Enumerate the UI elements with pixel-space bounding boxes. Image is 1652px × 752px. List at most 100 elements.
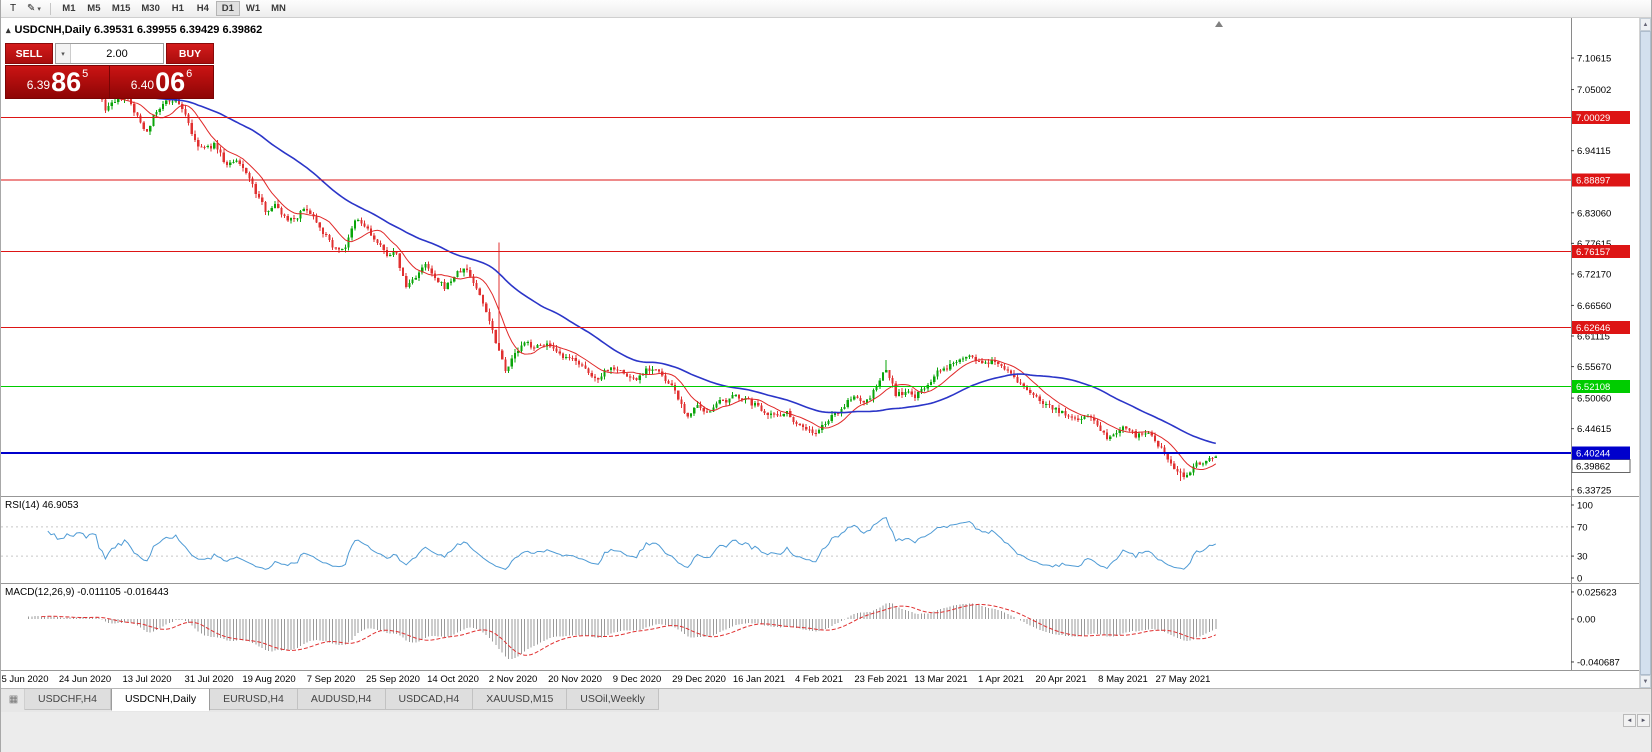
candle-body (1201, 463, 1205, 465)
chart-tab-audusd[interactable]: AUDUSD,H4 (297, 689, 386, 710)
candle-body (190, 123, 193, 134)
candle-body (398, 253, 401, 268)
candle-body (443, 282, 446, 289)
candle-body (1185, 475, 1189, 478)
price-tick-label: 6.55670 (1577, 362, 1611, 373)
vertical-scrollbar[interactable]: ▲ ▼ (1639, 18, 1651, 688)
sell-button[interactable]: SELL (5, 43, 53, 64)
timeframe-button-m1[interactable]: M1 (62, 3, 76, 14)
scroll-up-icon[interactable]: ▲ (1640, 18, 1651, 31)
timeframe-button-h4[interactable]: H4 (196, 3, 209, 14)
scrollbar-thumb[interactable] (1640, 31, 1651, 675)
candle-body (894, 383, 897, 397)
chart-canvas[interactable]: 7.10615 7.05002 6.94115 6.83060 6.77615 6.721… (1, 18, 1652, 688)
sell-price-figure: 6.39 (26, 78, 51, 92)
candle-body (481, 295, 485, 304)
candle-body (401, 267, 405, 276)
candle-body (219, 149, 222, 153)
candle-body (901, 392, 904, 396)
price-tick-label: 6.50060 (1577, 394, 1611, 405)
candle-body (254, 184, 257, 195)
candle-body (229, 162, 232, 165)
timeframe-button-mn[interactable]: MN (271, 3, 286, 14)
candle-body (321, 227, 325, 235)
date-label: 13 Mar 2021 (914, 674, 967, 685)
candle-body (667, 380, 670, 384)
candle-body (305, 208, 309, 211)
candle-body (891, 377, 894, 384)
timeframe-button-d1[interactable]: D1 (215, 1, 240, 16)
candle-body (1134, 431, 1137, 438)
candle-body (885, 369, 888, 373)
buy-button[interactable]: BUY (166, 43, 214, 64)
volume-dropdown-arrow-icon[interactable]: ▾ (56, 44, 71, 63)
candle-body (715, 403, 718, 408)
candle-body (341, 249, 344, 251)
price-tick-label: 6.77615 (1577, 239, 1611, 250)
candle-body (193, 133, 197, 141)
candle-body (158, 108, 161, 112)
date-label: 23 Feb 2021 (854, 674, 907, 685)
candle-body (907, 391, 910, 393)
candle-body (1214, 456, 1217, 459)
draw-tool-button[interactable]: ✎ ▾ (22, 1, 46, 16)
toolbar: T ✎ ▾ M1 M5 M15 M30 H1 H4 D1 W1 MN (1, 0, 1651, 18)
chart-tab-eurusd[interactable]: EURUSD,H4 (210, 689, 298, 710)
chart-tab-usoil[interactable]: USOil,Weekly (567, 689, 659, 710)
price-tick-label: 6.72170 (1577, 269, 1611, 280)
candle-body (507, 366, 510, 372)
candle-body (427, 264, 430, 269)
candle-body (766, 412, 769, 416)
volume-input[interactable] (71, 44, 163, 63)
candle-body (1144, 433, 1147, 435)
candle-body (261, 197, 264, 202)
date-label: 24 Jun 2020 (59, 674, 111, 685)
scroll-down-icon[interactable]: ▼ (1640, 675, 1651, 688)
candle-body (750, 399, 753, 406)
chart-tab-usdcad[interactable]: USDCAD,H4 (385, 689, 474, 710)
price-badge-7.00029: 7.00029 (1572, 111, 1630, 124)
timeframe-button-m30[interactable]: M30 (141, 3, 160, 14)
candle-body (696, 404, 699, 408)
timeframe-button-h1[interactable]: H1 (171, 3, 184, 14)
timeframe-button-w1[interactable]: W1 (245, 3, 261, 14)
price-badge-6.76157: 6.76157 (1572, 245, 1630, 258)
candle-body (776, 414, 779, 416)
sell-price[interactable]: 6.39 86 5 (6, 66, 109, 98)
candle-body (1169, 459, 1173, 464)
candle-body (1118, 430, 1121, 434)
candle-body (149, 125, 152, 132)
candle-body (1067, 415, 1070, 417)
candle-body (437, 278, 440, 283)
candle-body (1006, 369, 1009, 371)
horizontal-scrollbar[interactable]: ◄ ► (1623, 714, 1650, 727)
candle-body (1099, 425, 1102, 431)
chart-tab-xauusd[interactable]: XAUUSD,M15 (473, 689, 568, 710)
candle-body (225, 162, 229, 165)
scroll-left-icon[interactable]: ◄ (1623, 714, 1636, 727)
buy-price[interactable]: 6.40 06 6 (110, 66, 213, 98)
candle-body (689, 413, 693, 417)
candle-body (273, 203, 277, 209)
candle-body (1208, 457, 1211, 462)
chart-tab-usdcnh[interactable]: USDCNH,Daily (110, 689, 211, 711)
candle-body (286, 215, 289, 221)
candle-body (949, 363, 952, 370)
date-label: 4 Feb 2021 (795, 674, 843, 685)
candle-body (574, 357, 577, 362)
cursor-tool-button[interactable]: T (9, 3, 17, 14)
collapse-arrow-icon[interactable]: ▴ (6, 25, 11, 35)
candle-body (1160, 446, 1163, 448)
buy-price-pips: 06 (155, 67, 186, 97)
chart-shift-marker[interactable] (1215, 21, 1223, 27)
window-icon-button[interactable]: ▦ (3, 689, 25, 710)
candle-body (325, 234, 328, 236)
timeframe-button-m5[interactable]: M5 (87, 3, 101, 14)
candle-body (856, 396, 859, 398)
scroll-right-icon[interactable]: ► (1637, 714, 1650, 727)
candle-body (977, 360, 981, 362)
timeframe-button-m15[interactable]: M15 (111, 3, 131, 14)
candle-body (542, 345, 545, 347)
chart-tab-usdchf[interactable]: USDCHF,H4 (25, 689, 111, 710)
